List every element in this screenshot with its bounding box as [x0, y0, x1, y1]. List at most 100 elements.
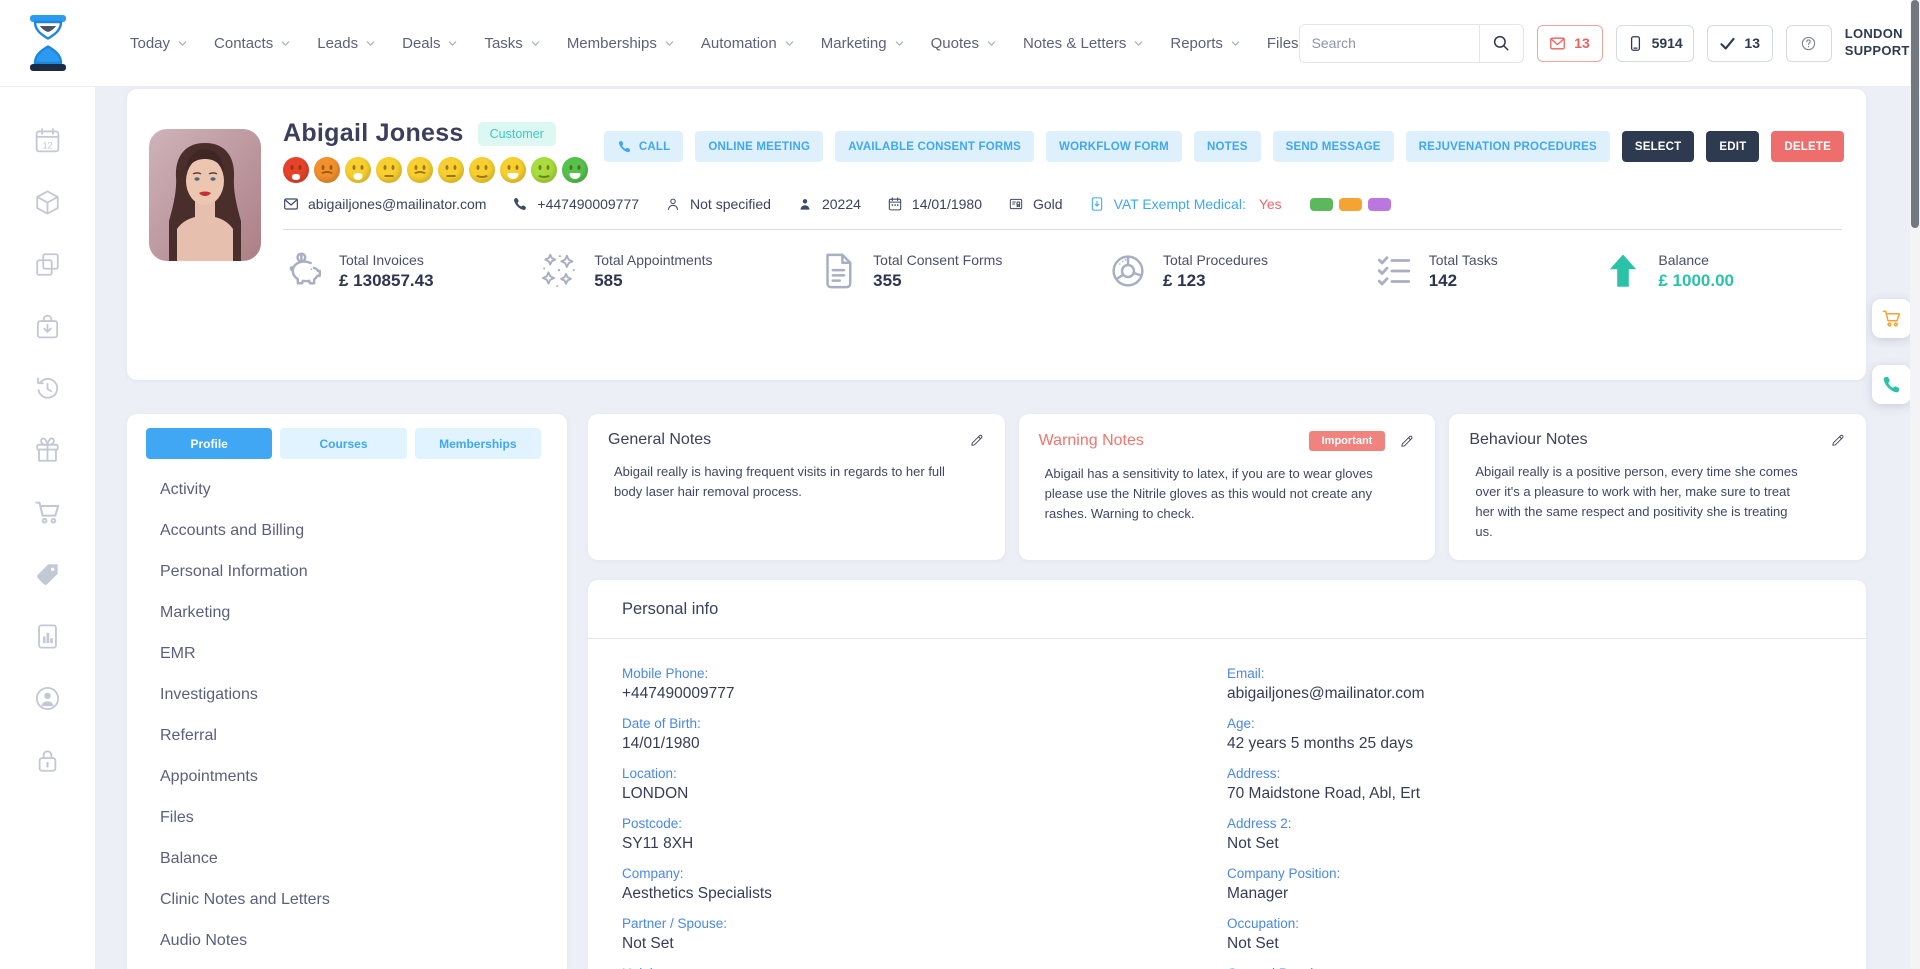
nav-item[interactable]: Files	[1266, 34, 1299, 52]
sidebar-icon-button[interactable]	[33, 250, 62, 279]
profile-menu-item[interactable]: Referral	[160, 727, 217, 744]
mood-face[interactable]	[407, 157, 433, 183]
sidebar-icon-button[interactable]	[33, 312, 62, 341]
nav-item[interactable]: Memberships	[567, 35, 675, 52]
mood-face[interactable]	[531, 157, 557, 183]
stat-label: Balance	[1658, 251, 1709, 268]
tab[interactable]: Profile	[146, 428, 273, 459]
action-button[interactable]: REJUVENATION PROCEDURES	[1405, 131, 1610, 162]
pencil-icon[interactable]	[1399, 433, 1415, 449]
profile-menu-item[interactable]: Activity	[160, 481, 211, 498]
profile-menu-item[interactable]: Accounts and Billing	[160, 522, 305, 539]
sidebar-icon-button[interactable]	[33, 746, 62, 775]
sidebar-icon-button[interactable]	[33, 560, 62, 589]
delete-button[interactable]: DELETE	[1771, 131, 1844, 162]
scrollbar-track[interactable]	[1910, 0, 1920, 969]
topbar-right: 13 5914 13 LONDON SUPPORT	[1298, 22, 1920, 64]
nav-item[interactable]: Reports	[1170, 35, 1241, 52]
profile-menu-item[interactable]: Appointments	[160, 768, 258, 785]
scrollbar-thumb[interactable]	[1911, 0, 1919, 228]
sidebar-icon-button[interactable]	[33, 498, 62, 527]
profile-menu-item[interactable]: Files	[160, 809, 194, 826]
nav-item[interactable]: Deals	[402, 35, 458, 52]
stat-label: Total Invoices	[339, 251, 424, 268]
tag-pill[interactable]	[1338, 197, 1362, 211]
calls-button[interactable]: 5914	[1615, 24, 1694, 62]
sidebar-icon-button[interactable]	[33, 436, 62, 465]
phone-float-button[interactable]	[1872, 365, 1911, 404]
mood-face[interactable]	[562, 157, 588, 183]
help-button[interactable]	[1785, 24, 1832, 62]
profile-menu-item[interactable]: Clinic Notes and Letters	[160, 891, 330, 908]
sidebar-icon-button[interactable]	[33, 188, 62, 217]
mood-face[interactable]	[438, 157, 464, 183]
app-logo[interactable]	[26, 14, 70, 72]
nav-item[interactable]: Automation	[701, 35, 795, 52]
note-card: Behaviour Notes Abigail really is a posi…	[1449, 414, 1867, 560]
nav-item[interactable]: Tasks	[484, 35, 540, 52]
info-label: Age:	[1227, 715, 1255, 731]
action-button[interactable]: NOTES	[1193, 131, 1261, 162]
profile-menu-item[interactable]: Investigations	[160, 686, 258, 703]
sidebar-icon-button[interactable]	[33, 684, 62, 713]
tab[interactable]: Courses	[280, 428, 407, 459]
sidebar-icon-button[interactable]	[33, 374, 62, 403]
nav-item[interactable]: Notes & Letters	[1023, 35, 1144, 52]
nav-item[interactable]: Contacts	[214, 35, 291, 52]
info-value: LONDON	[622, 784, 689, 802]
profile-menu-item[interactable]: Balance	[160, 850, 218, 867]
action-button[interactable]: EDIT	[1706, 131, 1760, 162]
mood-face[interactable]	[500, 157, 526, 183]
sidebar-icon-button[interactable]	[33, 126, 62, 155]
cart-icon	[1881, 308, 1902, 329]
pencil-icon[interactable]	[1830, 432, 1846, 448]
search-button[interactable]	[1478, 24, 1523, 62]
mood-face[interactable]	[469, 157, 495, 183]
vat-doc-icon	[1089, 196, 1105, 212]
mood-face[interactable]	[345, 157, 371, 183]
sidebar-icon-button[interactable]	[33, 622, 62, 651]
header-actions: CALL ONLINE MEETING AVAILABLE CONSENT FOR…	[603, 131, 1844, 162]
action-button[interactable]: SELECT	[1621, 131, 1695, 162]
mood-face[interactable]	[376, 157, 402, 183]
contact-row: abigailjones@mailinator.com +44749000977…	[283, 196, 1844, 212]
info-value: SY11 8XH	[622, 834, 694, 852]
tasks-button[interactable]: 13	[1706, 24, 1773, 62]
nav-item[interactable]: Quotes	[931, 35, 997, 52]
tab[interactable]: Memberships	[414, 428, 541, 459]
call-button[interactable]: CALL	[603, 131, 684, 162]
tag-pill[interactable]	[1309, 197, 1333, 211]
cart-float-button[interactable]	[1872, 299, 1911, 338]
info-label: Company:	[622, 865, 684, 881]
calls-count: 5914	[1651, 35, 1683, 51]
profile-menu-item[interactable]: Marketing	[160, 604, 231, 621]
info-field: Mobile Phone: +447490009777	[622, 666, 1227, 703]
profile-menu-item[interactable]: Audio Notes	[160, 932, 248, 949]
profile-menu-item[interactable]: Personal Information	[160, 563, 308, 580]
stat-item: Total Consent Forms 355	[817, 250, 1002, 292]
action-button[interactable]: WORKFLOW FORM	[1046, 131, 1182, 162]
nav-item[interactable]: Leads	[317, 35, 376, 52]
messages-button[interactable]: 13	[1536, 24, 1603, 62]
tag-pill[interactable]	[1367, 197, 1391, 211]
action-button[interactable]: AVAILABLE CONSENT FORMS	[835, 131, 1035, 162]
icon-sidebar	[0, 86, 95, 969]
customer-photo[interactable]	[149, 129, 261, 261]
profile-menu-item[interactable]: EMR	[160, 645, 196, 662]
stat-label: Total Tasks	[1428, 251, 1498, 268]
info-field: Company Position: Manager	[1227, 866, 1832, 903]
info-label: Mobile Phone:	[622, 665, 709, 681]
pencil-icon[interactable]	[969, 432, 985, 448]
mood-scale	[283, 157, 1844, 183]
search-input[interactable]	[1299, 35, 1479, 51]
nav-item[interactable]: Marketing	[821, 35, 905, 52]
contact-item: 14/01/1980	[887, 196, 982, 212]
stat-item: Total Procedures £ 123	[1107, 250, 1268, 292]
nav-item[interactable]: Today	[130, 35, 188, 52]
mood-face[interactable]	[314, 157, 340, 183]
action-button[interactable]: ONLINE MEETING	[695, 131, 824, 162]
profile-menu-item[interactable]: Drinks	[160, 961, 541, 969]
chart-doc-icon	[33, 622, 62, 651]
action-button[interactable]: SEND MESSAGE	[1272, 131, 1394, 162]
mood-face[interactable]	[283, 157, 309, 183]
